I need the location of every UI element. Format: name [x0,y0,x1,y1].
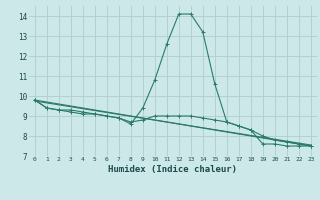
X-axis label: Humidex (Indice chaleur): Humidex (Indice chaleur) [108,165,237,174]
